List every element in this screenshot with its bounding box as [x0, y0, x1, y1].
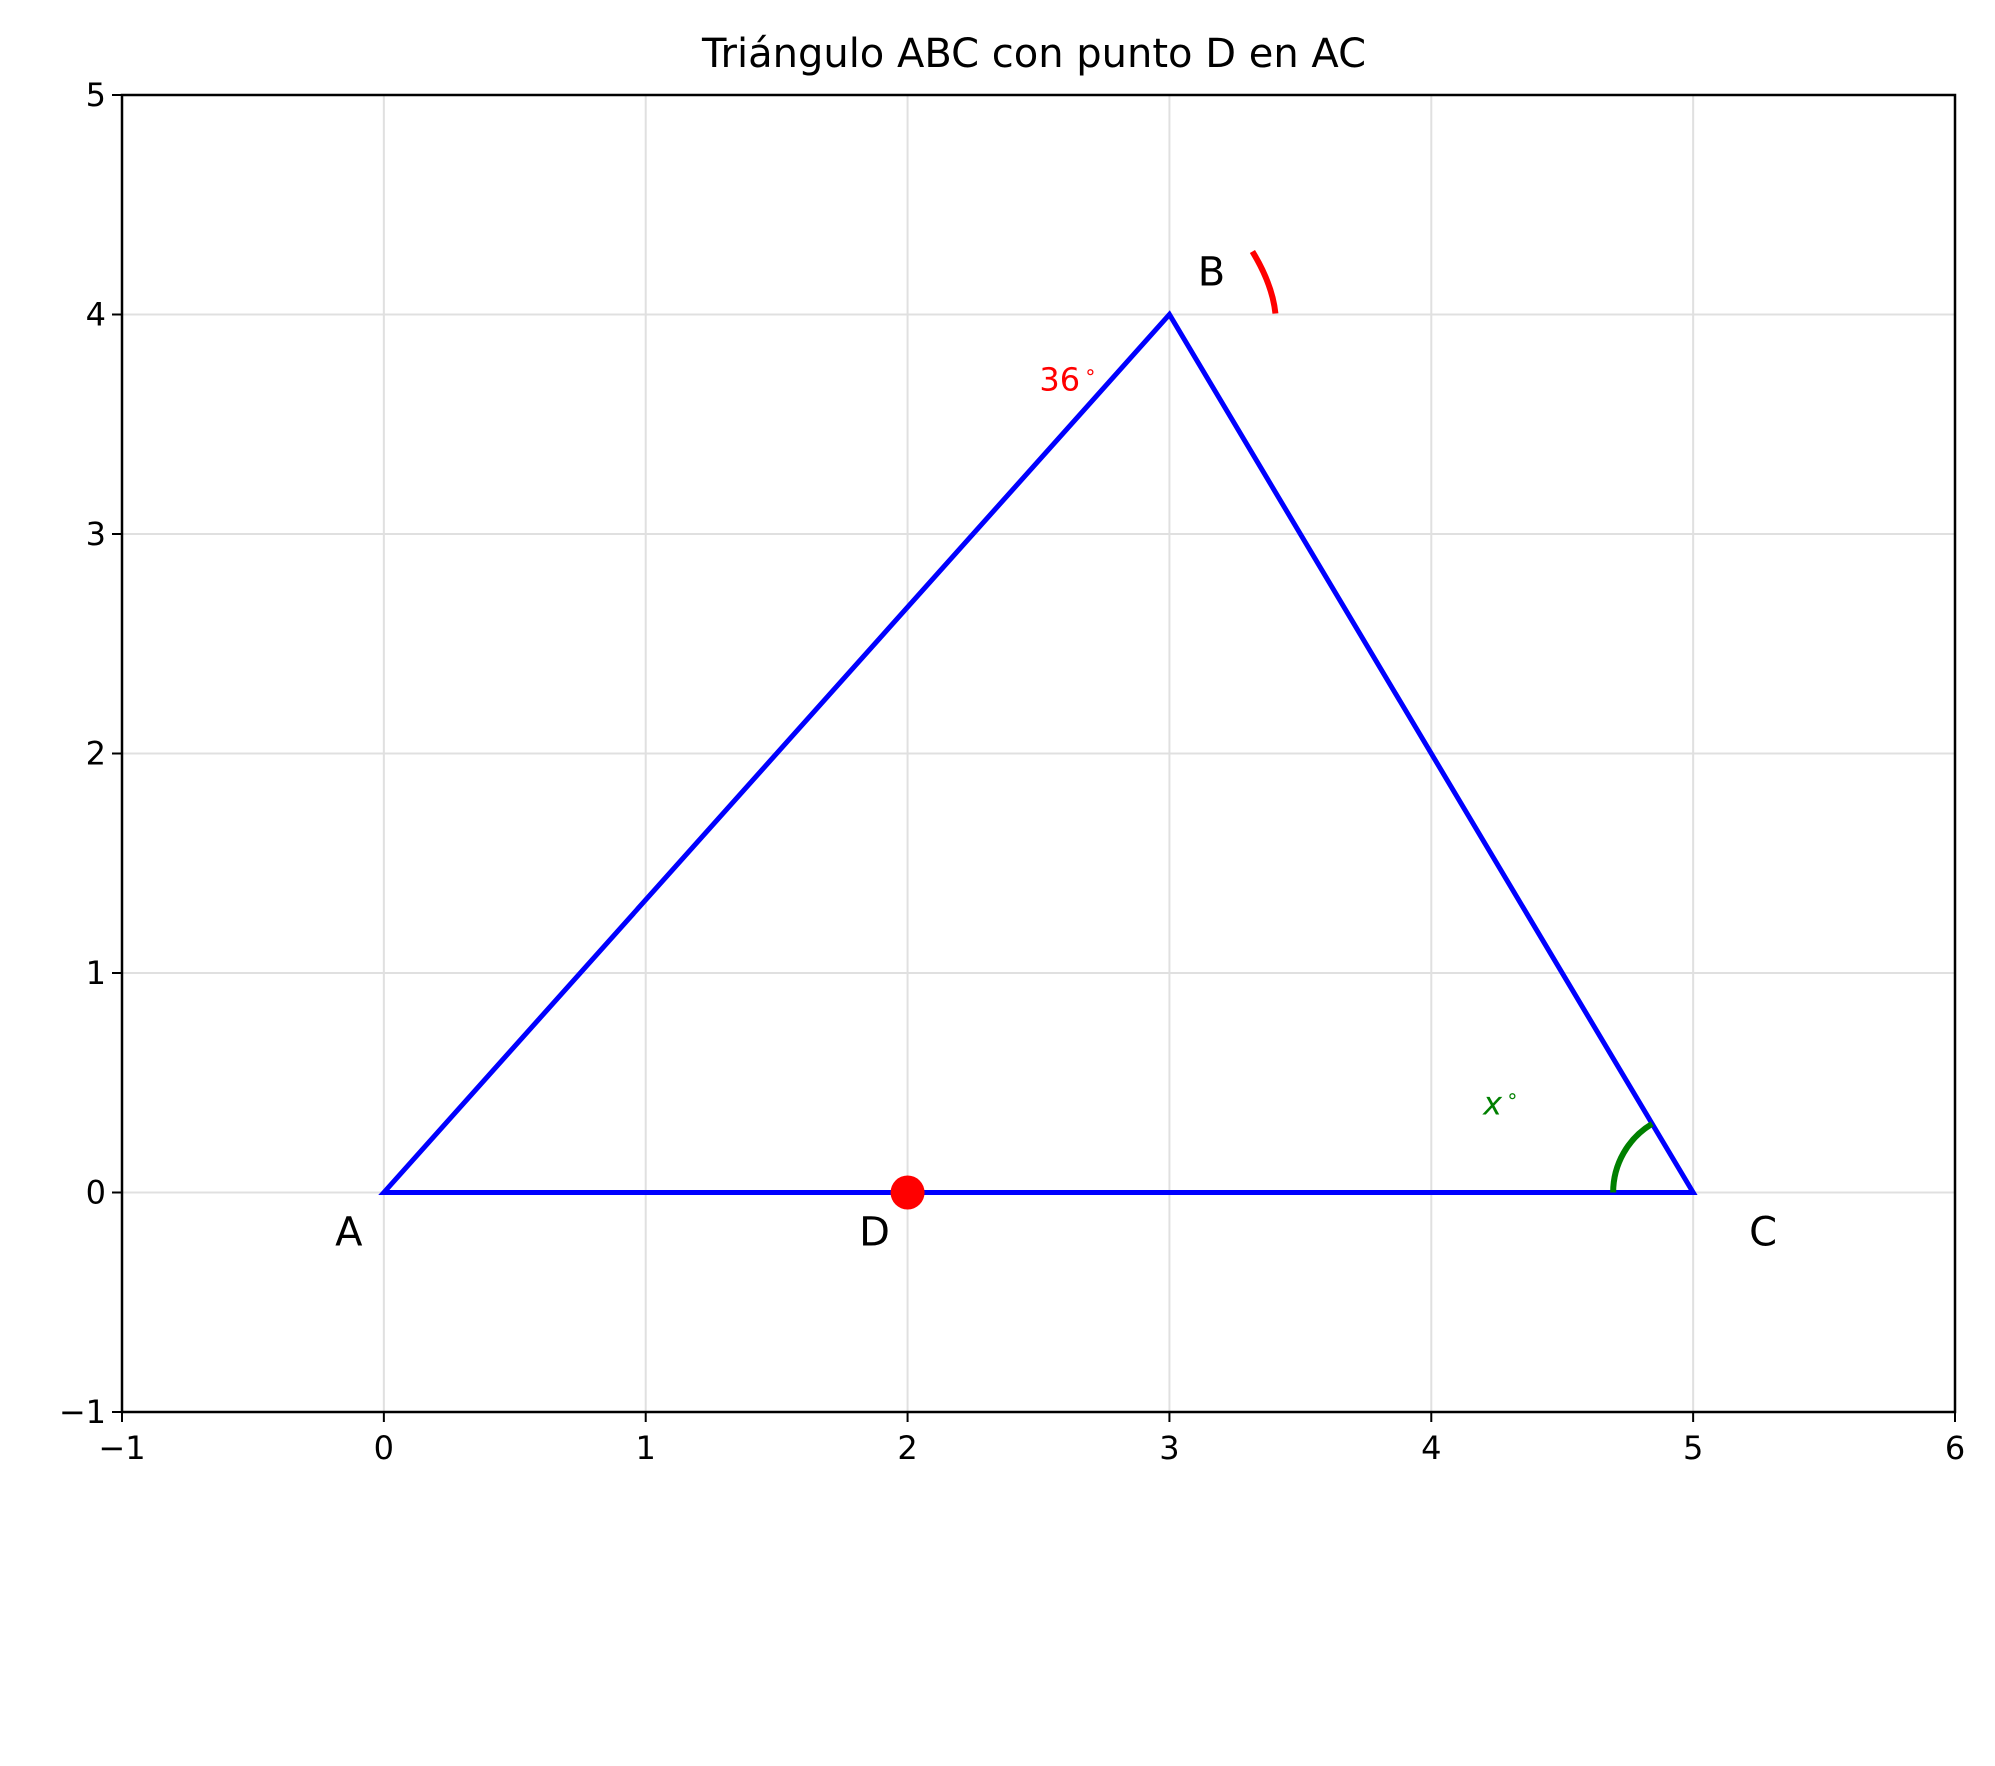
vertex-label-c: C [1749, 1210, 1777, 1256]
point-d-marker [890, 1175, 925, 1210]
x-tick-label: 3 [1159, 1429, 1179, 1467]
angle-c-label: x ∘ [1482, 1084, 1518, 1123]
y-axis-ticks: −1 0 1 2 3 4 5 [59, 76, 122, 1431]
x-tick-label: 1 [636, 1429, 656, 1467]
vertex-label-a: A [335, 1210, 363, 1256]
angle-c-degree: ∘ [1506, 1084, 1519, 1108]
plot-area: A B C D 36 ∘ x ∘ [335, 250, 1777, 1256]
angle-b-value: 36 [1039, 361, 1080, 399]
x-tick-label: 4 [1421, 1429, 1441, 1467]
y-tick-label: −1 [59, 1393, 106, 1431]
point-label-d: D [859, 1210, 890, 1256]
x-tick-label: 2 [897, 1429, 917, 1467]
angle-b-label: 36 ∘ [1039, 360, 1096, 399]
y-tick-label: 5 [86, 76, 106, 114]
chart-title: Triángulo ABC con punto D en AC [701, 31, 1366, 77]
triangle-abc [378, 310, 1698, 1195]
angle-b-degree: ∘ [1084, 360, 1097, 384]
x-axis-ticks: −1 0 1 2 3 4 5 6 [98, 1412, 1965, 1467]
y-tick-label: 1 [86, 954, 106, 992]
x-tick-label: 6 [1945, 1429, 1965, 1467]
vertex-label-b: B [1198, 250, 1225, 296]
angle-c-arc [1610, 1121, 1654, 1193]
x-tick-label: 0 [374, 1429, 394, 1467]
x-tick-label: 5 [1683, 1429, 1703, 1467]
y-tick-label: 2 [86, 735, 106, 773]
y-tick-label: 0 [86, 1174, 106, 1212]
angle-c-value: x [1482, 1085, 1503, 1123]
y-tick-label: 4 [86, 296, 106, 334]
angle-b-arc [1249, 249, 1279, 314]
y-tick-label: 3 [86, 515, 106, 553]
x-tick-label: −1 [98, 1429, 145, 1467]
